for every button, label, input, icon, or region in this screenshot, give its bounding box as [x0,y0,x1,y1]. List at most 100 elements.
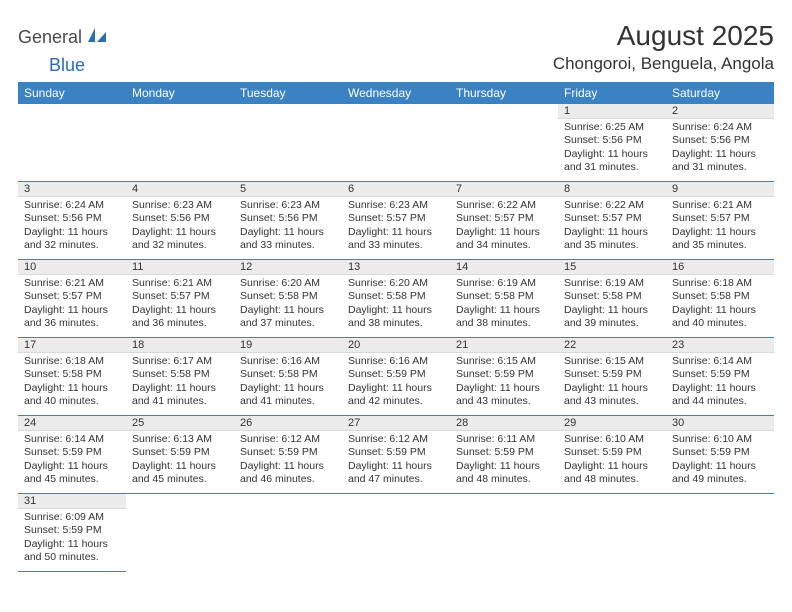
sunrise-line: Sunrise: 6:23 AM [240,199,336,212]
calendar-cell: 29Sunrise: 6:10 AMSunset: 5:59 PMDayligh… [558,416,666,494]
daylight-line: Daylight: 11 hours and 49 minutes. [672,460,768,487]
daylight-line: Daylight: 11 hours and 36 minutes. [132,304,228,331]
day-number: 10 [18,260,126,275]
day-info: Sunrise: 6:22 AMSunset: 5:57 PMDaylight:… [450,197,558,257]
day-info: Sunrise: 6:23 AMSunset: 5:56 PMDaylight:… [234,197,342,257]
sunset-line: Sunset: 5:59 PM [240,446,336,459]
sunrise-line: Sunrise: 6:18 AM [672,277,768,290]
day-info: Sunrise: 6:21 AMSunset: 5:57 PMDaylight:… [18,275,126,335]
day-info: Sunrise: 6:13 AMSunset: 5:59 PMDaylight:… [126,431,234,491]
day-info: Sunrise: 6:12 AMSunset: 5:59 PMDaylight:… [234,431,342,491]
sail-icon [86,26,108,49]
daylight-line: Daylight: 11 hours and 36 minutes. [24,304,120,331]
day-header: Monday [126,82,234,104]
sunrise-line: Sunrise: 6:22 AM [456,199,552,212]
sunset-line: Sunset: 5:57 PM [24,290,120,303]
calendar-cell: 12Sunrise: 6:20 AMSunset: 5:58 PMDayligh… [234,260,342,338]
day-number: 18 [126,338,234,353]
calendar-cell: 1Sunrise: 6:25 AMSunset: 5:56 PMDaylight… [558,104,666,182]
day-info: Sunrise: 6:21 AMSunset: 5:57 PMDaylight:… [126,275,234,335]
day-info: Sunrise: 6:15 AMSunset: 5:59 PMDaylight:… [450,353,558,413]
day-info: Sunrise: 6:16 AMSunset: 5:59 PMDaylight:… [342,353,450,413]
day-info: Sunrise: 6:20 AMSunset: 5:58 PMDaylight:… [342,275,450,335]
day-info: Sunrise: 6:11 AMSunset: 5:59 PMDaylight:… [450,431,558,491]
day-number: 26 [234,416,342,431]
day-info: Sunrise: 6:22 AMSunset: 5:57 PMDaylight:… [558,197,666,257]
calendar-cell: 18Sunrise: 6:17 AMSunset: 5:58 PMDayligh… [126,338,234,416]
calendar-cell: 31Sunrise: 6:09 AMSunset: 5:59 PMDayligh… [18,494,126,572]
location: Chongoroi, Benguela, Angola [553,54,774,74]
day-number: 2 [666,104,774,119]
day-number: 29 [558,416,666,431]
day-header: Saturday [666,82,774,104]
calendar-cell: 3Sunrise: 6:24 AMSunset: 5:56 PMDaylight… [18,182,126,260]
calendar-cell: 30Sunrise: 6:10 AMSunset: 5:59 PMDayligh… [666,416,774,494]
sunrise-line: Sunrise: 6:12 AM [240,433,336,446]
sunrise-line: Sunrise: 6:10 AM [672,433,768,446]
calendar-week-row: 31Sunrise: 6:09 AMSunset: 5:59 PMDayligh… [18,494,774,572]
day-number: 15 [558,260,666,275]
daylight-line: Daylight: 11 hours and 31 minutes. [564,148,660,175]
sunset-line: Sunset: 5:59 PM [672,446,768,459]
calendar-cell [18,104,126,182]
daylight-line: Daylight: 11 hours and 45 minutes. [24,460,120,487]
calendar-cell [342,104,450,182]
calendar-cell: 17Sunrise: 6:18 AMSunset: 5:58 PMDayligh… [18,338,126,416]
logo-text-blue: Blue [49,55,85,75]
calendar-table: Sunday Monday Tuesday Wednesday Thursday… [18,82,774,572]
sunset-line: Sunset: 5:56 PM [132,212,228,225]
sunrise-line: Sunrise: 6:13 AM [132,433,228,446]
calendar-cell: 27Sunrise: 6:12 AMSunset: 5:59 PMDayligh… [342,416,450,494]
day-number: 28 [450,416,558,431]
day-number: 14 [450,260,558,275]
day-number: 5 [234,182,342,197]
calendar-cell: 6Sunrise: 6:23 AMSunset: 5:57 PMDaylight… [342,182,450,260]
sunset-line: Sunset: 5:56 PM [240,212,336,225]
daylight-line: Daylight: 11 hours and 46 minutes. [240,460,336,487]
calendar-cell: 7Sunrise: 6:22 AMSunset: 5:57 PMDaylight… [450,182,558,260]
sunrise-line: Sunrise: 6:19 AM [456,277,552,290]
calendar-cell: 21Sunrise: 6:15 AMSunset: 5:59 PMDayligh… [450,338,558,416]
calendar-cell: 5Sunrise: 6:23 AMSunset: 5:56 PMDaylight… [234,182,342,260]
sunset-line: Sunset: 5:59 PM [564,446,660,459]
calendar-cell: 24Sunrise: 6:14 AMSunset: 5:59 PMDayligh… [18,416,126,494]
sunset-line: Sunset: 5:57 PM [132,290,228,303]
daylight-line: Daylight: 11 hours and 41 minutes. [240,382,336,409]
daylight-line: Daylight: 11 hours and 43 minutes. [456,382,552,409]
sunset-line: Sunset: 5:59 PM [348,368,444,381]
daylight-line: Daylight: 11 hours and 43 minutes. [564,382,660,409]
sunrise-line: Sunrise: 6:18 AM [24,355,120,368]
calendar-cell [126,494,234,572]
sunrise-line: Sunrise: 6:21 AM [132,277,228,290]
daylight-line: Daylight: 11 hours and 38 minutes. [348,304,444,331]
day-number: 24 [18,416,126,431]
sunrise-line: Sunrise: 6:14 AM [24,433,120,446]
calendar-week-row: 10Sunrise: 6:21 AMSunset: 5:57 PMDayligh… [18,260,774,338]
daylight-line: Daylight: 11 hours and 33 minutes. [240,226,336,253]
calendar-cell: 11Sunrise: 6:21 AMSunset: 5:57 PMDayligh… [126,260,234,338]
sunrise-line: Sunrise: 6:16 AM [348,355,444,368]
day-number: 8 [558,182,666,197]
logo: General [18,20,110,49]
day-info: Sunrise: 6:23 AMSunset: 5:56 PMDaylight:… [126,197,234,257]
sunset-line: Sunset: 5:59 PM [456,446,552,459]
day-header-row: Sunday Monday Tuesday Wednesday Thursday… [18,82,774,104]
day-info: Sunrise: 6:24 AMSunset: 5:56 PMDaylight:… [18,197,126,257]
daylight-line: Daylight: 11 hours and 31 minutes. [672,148,768,175]
daylight-line: Daylight: 11 hours and 48 minutes. [456,460,552,487]
calendar-cell [450,104,558,182]
calendar-cell: 13Sunrise: 6:20 AMSunset: 5:58 PMDayligh… [342,260,450,338]
day-info: Sunrise: 6:14 AMSunset: 5:59 PMDaylight:… [18,431,126,491]
sunrise-line: Sunrise: 6:16 AM [240,355,336,368]
daylight-line: Daylight: 11 hours and 37 minutes. [240,304,336,331]
calendar-cell: 8Sunrise: 6:22 AMSunset: 5:57 PMDaylight… [558,182,666,260]
sunset-line: Sunset: 5:58 PM [240,368,336,381]
daylight-line: Daylight: 11 hours and 33 minutes. [348,226,444,253]
day-info: Sunrise: 6:17 AMSunset: 5:58 PMDaylight:… [126,353,234,413]
sunrise-line: Sunrise: 6:21 AM [672,199,768,212]
calendar-cell: 20Sunrise: 6:16 AMSunset: 5:59 PMDayligh… [342,338,450,416]
day-number: 17 [18,338,126,353]
daylight-line: Daylight: 11 hours and 42 minutes. [348,382,444,409]
day-info: Sunrise: 6:15 AMSunset: 5:59 PMDaylight:… [558,353,666,413]
sunset-line: Sunset: 5:58 PM [24,368,120,381]
